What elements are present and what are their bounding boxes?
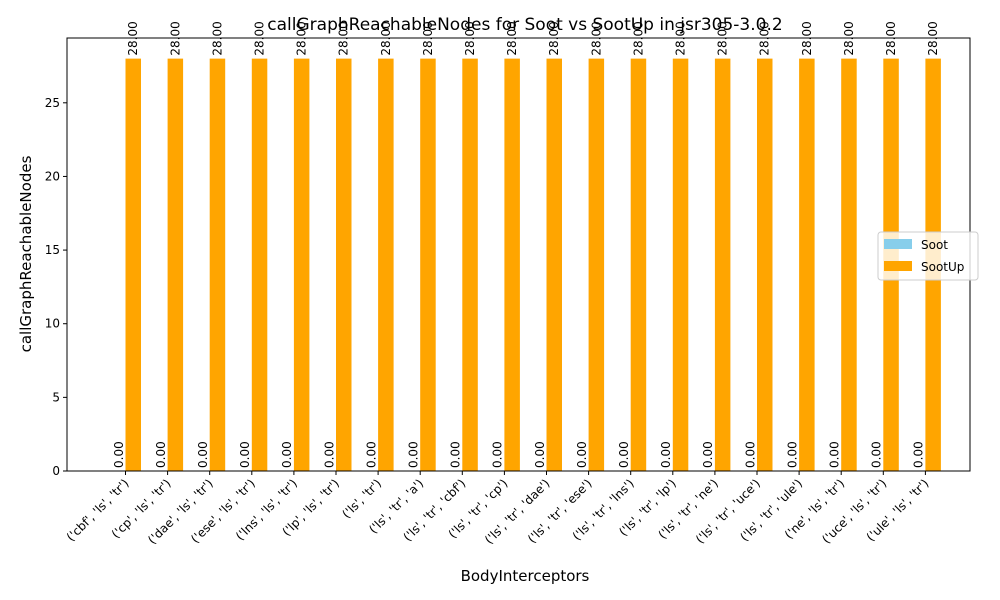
legend-swatch-soot	[884, 239, 912, 249]
value-label-soot-0: 0.00	[112, 441, 126, 468]
bar-sootup-10	[546, 58, 562, 471]
y-tick-label-2: 10	[45, 317, 60, 331]
bar-sootup-5	[336, 58, 352, 471]
y-tick-label-1: 5	[52, 390, 60, 404]
value-label-soot-12: 0.00	[617, 441, 631, 468]
value-label-soot-5: 0.00	[322, 441, 336, 468]
bar-sootup-2	[209, 58, 226, 471]
legend-swatch-sootup	[884, 261, 912, 271]
legend: Soot SootUp	[877, 231, 979, 281]
value-label-soot-1: 0.00	[154, 441, 168, 468]
bar-sootup-8	[462, 58, 478, 471]
bar-sootup-15	[757, 58, 773, 471]
value-label-soot-7: 0.00	[406, 441, 420, 468]
bar-sootup-4	[293, 58, 310, 471]
y-tick-label-3: 15	[45, 243, 60, 257]
value-label-soot-3: 0.00	[238, 441, 252, 468]
value-label-soot-18: 0.00	[870, 441, 884, 468]
bars-layer	[125, 58, 941, 471]
y-axis: 0 5 10 15 20 25	[45, 96, 67, 478]
bar-sootup-7	[420, 58, 436, 471]
value-label-soot-14: 0.00	[701, 441, 715, 468]
bar-sootup-3	[251, 58, 268, 471]
bar-sootup-11	[588, 58, 605, 471]
value-label-soot-6: 0.00	[364, 441, 378, 468]
value-label-soot-19: 0.00	[912, 441, 926, 468]
chart-title: callGraphReachableNodes for Soot vs Soot…	[267, 15, 782, 35]
bar-sootup-14	[714, 58, 731, 471]
y-tick-label-0: 0	[52, 464, 60, 478]
value-label-soot-10: 0.00	[533, 441, 547, 468]
legend-label-sootup: SootUp	[921, 260, 964, 274]
value-label-soot-13: 0.00	[659, 441, 673, 468]
x-axis-label: BodyInterceptors	[461, 567, 590, 585]
bar-sootup-1	[167, 58, 184, 471]
value-label-soot-2: 0.00	[196, 441, 210, 468]
value-label-soot-8: 0.00	[449, 441, 463, 468]
legend-label-soot: Soot	[921, 238, 948, 252]
value-label-soot-4: 0.00	[280, 441, 294, 468]
value-label-soot-16: 0.00	[785, 441, 799, 468]
bar-sootup-17	[841, 58, 857, 471]
bar-sootup-13	[672, 58, 689, 471]
value-label-soot-17: 0.00	[827, 441, 841, 468]
bar-sootup-16	[799, 58, 815, 471]
bar-sootup-0	[125, 58, 141, 471]
bar-sootup-12	[630, 58, 647, 471]
value-label-soot-11: 0.00	[575, 441, 589, 468]
bar-sootup-9	[504, 58, 520, 471]
bar-sootup-6	[378, 58, 394, 471]
value-label-soot-9: 0.00	[491, 441, 505, 468]
y-tick-label-5: 25	[45, 96, 60, 110]
value-label-soot-15: 0.00	[743, 441, 757, 468]
y-tick-label-4: 20	[45, 169, 60, 183]
y-axis-label: callGraphReachableNodes	[17, 155, 35, 352]
